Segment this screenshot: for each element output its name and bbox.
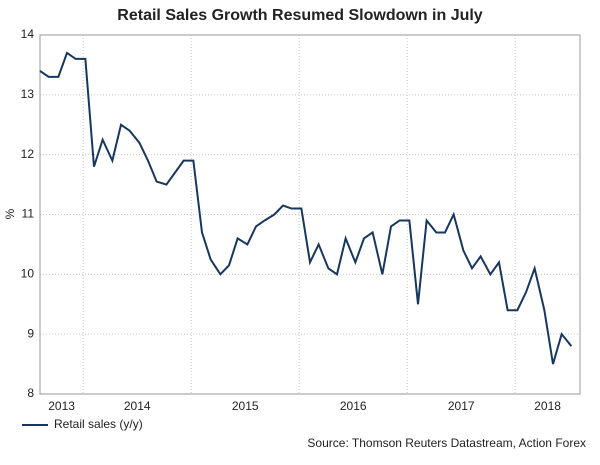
x-tick-label: 2015: [232, 399, 259, 413]
y-tick-label: 13: [21, 87, 35, 101]
y-tick-label: 9: [27, 326, 34, 340]
x-tick-label: 2013: [48, 399, 75, 413]
x-tick-label: 2017: [448, 399, 475, 413]
plot-border: [39, 34, 581, 395]
chart-title: Retail Sales Growth Resumed Slowdown in …: [117, 7, 483, 24]
y-tick-label: 10: [21, 267, 35, 281]
y-tick-label: 12: [21, 147, 35, 161]
y-axis-label: %: [3, 208, 17, 219]
legend-label: Retail sales (y/y): [54, 417, 143, 431]
x-tick-label: 2016: [340, 399, 367, 413]
data-line: [39, 51, 573, 365]
y-tick-label: 8: [27, 386, 34, 400]
y-tick-label: 14: [21, 27, 35, 41]
x-tick-label: 2014: [124, 399, 151, 413]
y-tick-label: 11: [22, 207, 35, 221]
x-tick-label: 2018: [534, 399, 561, 413]
source-note: Source: Thomson Reuters Datastream, Acti…: [307, 436, 586, 450]
